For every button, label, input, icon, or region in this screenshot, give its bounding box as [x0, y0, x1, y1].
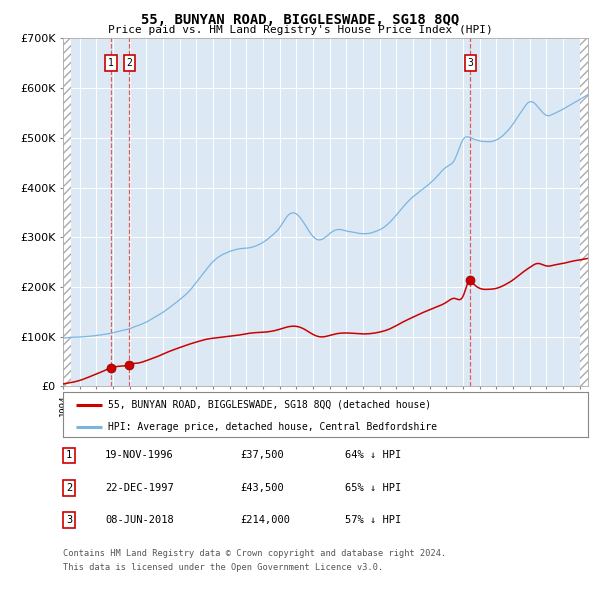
Text: Price paid vs. HM Land Registry's House Price Index (HPI): Price paid vs. HM Land Registry's House …	[107, 25, 493, 35]
Text: 1: 1	[66, 451, 72, 460]
Text: 64% ↓ HPI: 64% ↓ HPI	[345, 451, 401, 460]
Text: 2: 2	[66, 483, 72, 493]
Text: £214,000: £214,000	[240, 516, 290, 525]
Text: 55, BUNYAN ROAD, BIGGLESWADE, SG18 8QQ: 55, BUNYAN ROAD, BIGGLESWADE, SG18 8QQ	[141, 13, 459, 27]
Text: This data is licensed under the Open Government Licence v3.0.: This data is licensed under the Open Gov…	[63, 563, 383, 572]
Text: £37,500: £37,500	[240, 451, 284, 460]
Text: £43,500: £43,500	[240, 483, 284, 493]
Text: 65% ↓ HPI: 65% ↓ HPI	[345, 483, 401, 493]
Text: 19-NOV-1996: 19-NOV-1996	[105, 451, 174, 460]
Bar	[63, 38, 71, 386]
Text: 08-JUN-2018: 08-JUN-2018	[105, 516, 174, 525]
Text: 55, BUNYAN ROAD, BIGGLESWADE, SG18 8QQ (detached house): 55, BUNYAN ROAD, BIGGLESWADE, SG18 8QQ (…	[107, 400, 431, 409]
Text: 22-DEC-1997: 22-DEC-1997	[105, 483, 174, 493]
Text: 2: 2	[126, 58, 132, 68]
Text: HPI: Average price, detached house, Central Bedfordshire: HPI: Average price, detached house, Cent…	[107, 422, 437, 432]
Text: 3: 3	[467, 58, 473, 68]
Text: 1: 1	[108, 58, 114, 68]
Text: Contains HM Land Registry data © Crown copyright and database right 2024.: Contains HM Land Registry data © Crown c…	[63, 549, 446, 558]
Text: 57% ↓ HPI: 57% ↓ HPI	[345, 516, 401, 525]
Bar	[580, 38, 588, 386]
Text: 3: 3	[66, 516, 72, 525]
